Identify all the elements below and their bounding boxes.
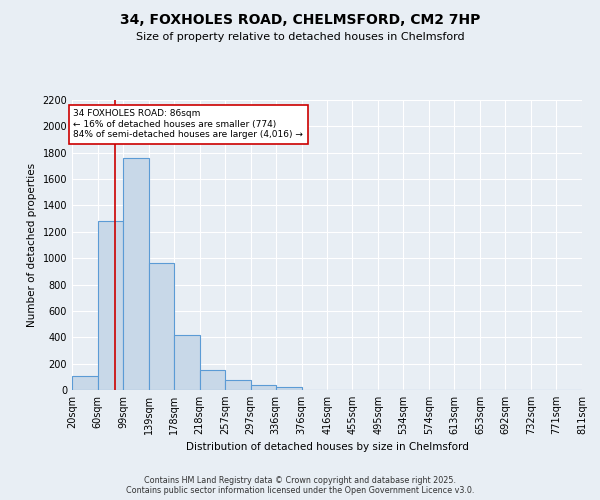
Bar <box>200 370 225 390</box>
Y-axis label: Number of detached properties: Number of detached properties <box>27 163 37 327</box>
Bar <box>149 264 174 390</box>
Bar <box>276 388 302 390</box>
Bar <box>225 380 251 390</box>
Text: Distribution of detached houses by size in Chelmsford: Distribution of detached houses by size … <box>185 442 469 452</box>
Bar <box>123 158 149 390</box>
Text: Contains HM Land Registry data © Crown copyright and database right 2025.
Contai: Contains HM Land Registry data © Crown c… <box>126 476 474 495</box>
Text: 34, FOXHOLES ROAD, CHELMSFORD, CM2 7HP: 34, FOXHOLES ROAD, CHELMSFORD, CM2 7HP <box>120 12 480 26</box>
Bar <box>98 222 123 390</box>
Text: Size of property relative to detached houses in Chelmsford: Size of property relative to detached ho… <box>136 32 464 42</box>
Bar <box>72 376 98 390</box>
Bar <box>251 384 276 390</box>
Text: 34 FOXHOLES ROAD: 86sqm
← 16% of detached houses are smaller (774)
84% of semi-d: 34 FOXHOLES ROAD: 86sqm ← 16% of detache… <box>73 109 303 139</box>
Bar <box>174 334 200 390</box>
